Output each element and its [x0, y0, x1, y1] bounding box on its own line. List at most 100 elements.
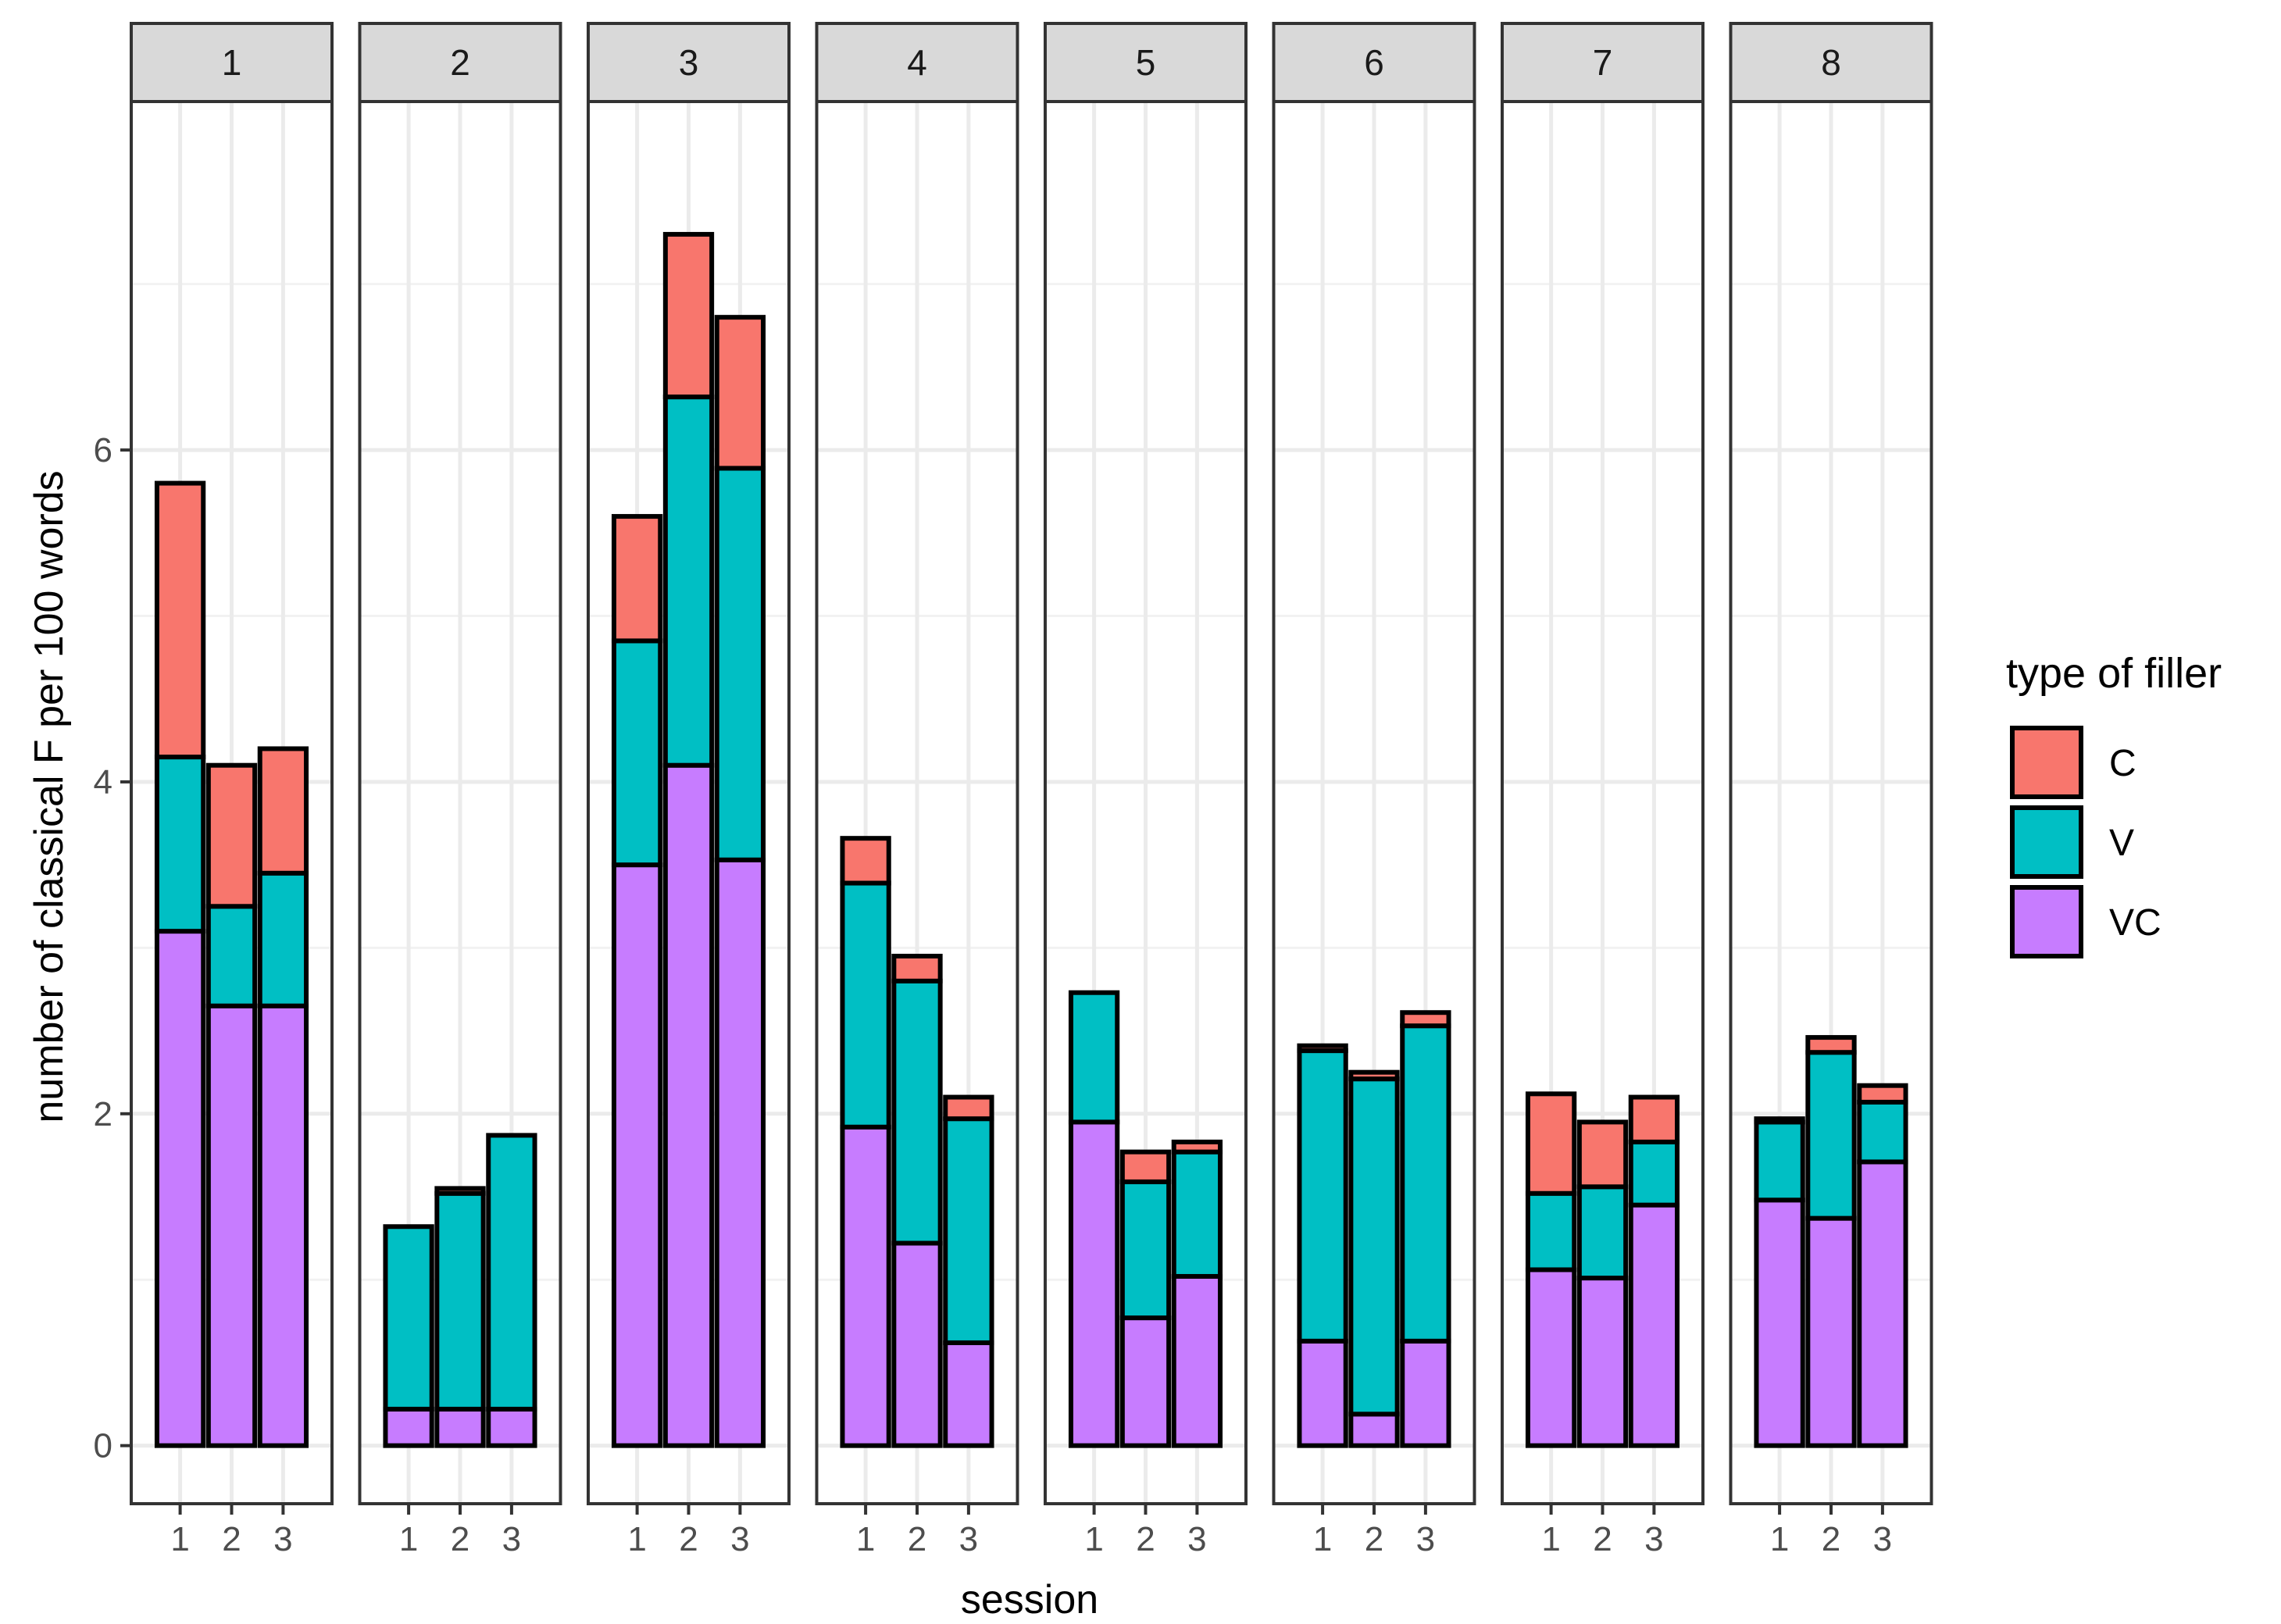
bar-segment-v	[1857, 1099, 1908, 1165]
x-tick-label: 2	[1822, 1520, 1840, 1558]
facet-panel-5: 5 1 2 3	[1044, 22, 1248, 1558]
bar-segment-v	[1576, 1184, 1629, 1281]
x-tick-label: 2	[908, 1520, 926, 1558]
facet-strip	[358, 22, 562, 103]
bar-segment-c	[840, 836, 891, 886]
legend-key-v	[2010, 805, 2083, 879]
bar-segment-c	[1119, 1149, 1172, 1184]
bar-segment-vc	[383, 1406, 434, 1448]
facet-strip-label: 3	[679, 42, 699, 83]
facet-panel-8: 8 1 2 3	[1729, 22, 1933, 1558]
facet-panel-7: 7 1 2 3	[1501, 22, 1705, 1558]
bar-segment-vc	[1119, 1315, 1172, 1448]
facet-strip	[815, 22, 1019, 103]
bar-segment-v	[1754, 1119, 1805, 1203]
bar-segment-vc	[1068, 1119, 1120, 1448]
bar-segment-c	[1805, 1035, 1857, 1055]
bar-segment-vc	[662, 762, 715, 1448]
facet-strip-label: 1	[222, 42, 242, 83]
bar-segment-v	[943, 1116, 994, 1345]
bar-segment-c	[943, 1094, 994, 1122]
bar-segment-c	[611, 514, 663, 644]
x-tick-label: 3	[273, 1520, 292, 1558]
legend-key-vc	[2010, 885, 2083, 958]
bar-segment-vc	[1297, 1338, 1348, 1448]
bar-segment-v	[1068, 990, 1120, 1125]
bar-segment-c	[1400, 1010, 1451, 1029]
bar-segment-vc	[257, 1003, 309, 1448]
bar-segment-v	[434, 1190, 486, 1412]
bar-segment-c	[1171, 1139, 1223, 1155]
x-tick-label: 3	[502, 1520, 521, 1558]
x-tick-label: 2	[1136, 1520, 1155, 1558]
y-tick-label: 6	[94, 431, 112, 469]
bar-segment-v	[1348, 1076, 1400, 1417]
x-tick-label: 1	[627, 1520, 646, 1558]
x-tick-label: 2	[1365, 1520, 1383, 1558]
bar-segment-vc	[486, 1406, 537, 1448]
facet-strip	[130, 22, 334, 103]
bar-segment-c	[205, 762, 258, 909]
x-tick-label: 3	[1873, 1520, 1892, 1558]
x-tick-label: 3	[1644, 1520, 1663, 1558]
legend: type of filler CV VC	[2006, 650, 2222, 959]
bar-segment-vc	[1525, 1267, 1577, 1448]
x-tick-label: 3	[959, 1520, 978, 1558]
bar-segment-c	[257, 746, 309, 876]
bar-segment-vc	[434, 1406, 486, 1448]
bar-segment-vc	[714, 857, 766, 1448]
facet-strip	[1501, 22, 1705, 103]
x-tick-label: 1	[170, 1520, 189, 1558]
y-tick-label: 0	[94, 1427, 112, 1465]
x-tick-label: 2	[1593, 1520, 1612, 1558]
bar-segment-c	[1576, 1119, 1629, 1190]
bar-segment-vc	[1400, 1338, 1451, 1448]
bar-segment-vc	[1754, 1197, 1805, 1448]
bar-segment-v	[1119, 1179, 1172, 1321]
bar-segment-c	[714, 315, 766, 471]
bar-segment-c	[1297, 1043, 1348, 1054]
x-tick-label: 2	[679, 1520, 698, 1558]
facet-strip	[587, 22, 791, 103]
x-tick-label: 1	[856, 1520, 875, 1558]
legend-label-c: C	[2109, 743, 2136, 784]
x-tick-label: 1	[399, 1520, 418, 1558]
bar-segment-v	[611, 638, 663, 868]
bar-segment-vc	[154, 929, 206, 1448]
bar-segment-v	[840, 880, 891, 1130]
bar-segment-vc	[1348, 1412, 1400, 1448]
bar-segment-v	[1628, 1139, 1680, 1208]
bar-segment-c	[662, 231, 715, 400]
bar-segment-vc	[1805, 1215, 1857, 1448]
legend-label-vc: VC	[2109, 902, 2161, 944]
bar-segment-c	[1857, 1083, 1908, 1105]
bar-segment-vc	[1171, 1273, 1223, 1448]
facet-panel-4: 4 1 2 3	[815, 22, 1019, 1558]
y-axis: 0 2 4 6	[94, 431, 131, 1465]
y-tick-label: 4	[94, 763, 112, 801]
bar-segment-v	[205, 904, 258, 1008]
facet-panel-6: 6 1 2 3	[1272, 22, 1476, 1558]
x-tick-label: 3	[1416, 1520, 1435, 1558]
bar-segment-v	[257, 870, 309, 1008]
bar-segment-vc	[943, 1340, 994, 1448]
facet-strip-label: 6	[1364, 42, 1384, 83]
legend-key-c	[2010, 726, 2083, 799]
bar-segment-c	[154, 480, 206, 760]
facet-strip-label: 7	[1593, 42, 1613, 83]
bar-segment-vc	[840, 1124, 891, 1448]
y-tick-label: 2	[94, 1095, 112, 1133]
x-tick-label: 1	[1770, 1520, 1789, 1558]
facet-strip-label: 8	[1821, 42, 1841, 83]
x-tick-label: 2	[222, 1520, 241, 1558]
facet-strip-label: 4	[907, 42, 927, 83]
facet-panel-3: 31 2 3	[587, 22, 791, 1558]
facet-strip-label: 2	[450, 42, 470, 83]
bar-segment-v	[486, 1133, 537, 1412]
bar-segment-v	[891, 978, 943, 1246]
x-tick-label: 1	[1084, 1520, 1103, 1558]
legend-title: type of filler	[2006, 650, 2222, 697]
bar-segment-c	[1754, 1116, 1805, 1125]
bar-segment-v	[714, 466, 766, 862]
